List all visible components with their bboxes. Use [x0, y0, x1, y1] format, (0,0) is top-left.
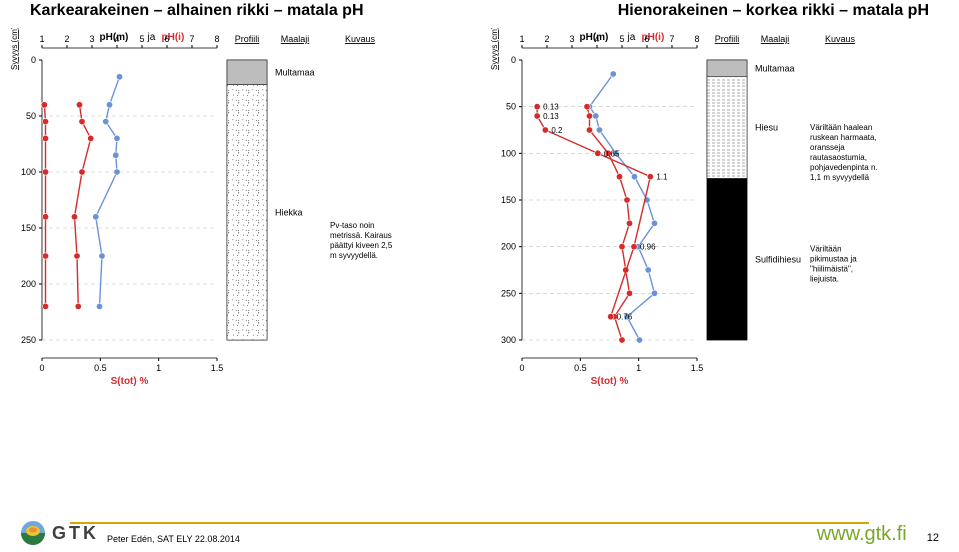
- right-chart-svg: Syvyys (cm)pH(m) ja pH(i)12345678Profiil…: [482, 28, 959, 438]
- svg-text:8: 8: [214, 34, 219, 44]
- svg-text:6: 6: [644, 34, 649, 44]
- left-chart-svg: Syvyys (cm)pH(m) ja pH(i)12345678Profiil…: [2, 28, 472, 438]
- svg-text:7: 7: [669, 34, 674, 44]
- svg-text:0.13: 0.13: [543, 103, 559, 112]
- svg-text:Syvyys (cm): Syvyys (cm): [10, 28, 19, 70]
- svg-text:8: 8: [694, 34, 699, 44]
- svg-text:metrissä. Kairaus: metrissä. Kairaus: [330, 231, 392, 240]
- svg-text:0.2: 0.2: [551, 126, 563, 135]
- gtk-label: GTK: [52, 523, 99, 544]
- svg-text:2: 2: [64, 34, 69, 44]
- svg-text:Väriltään: Väriltään: [810, 244, 842, 253]
- svg-text:50: 50: [26, 111, 36, 121]
- globe-icon: [20, 520, 46, 546]
- svg-text:1: 1: [519, 34, 524, 44]
- svg-text:5: 5: [139, 34, 144, 44]
- svg-text:Syvyys (cm): Syvyys (cm): [490, 28, 499, 70]
- svg-text:Profiili: Profiili: [715, 34, 740, 44]
- svg-text:Maalaji: Maalaji: [761, 34, 790, 44]
- svg-text:3: 3: [89, 34, 94, 44]
- svg-text:ja: ja: [627, 32, 636, 43]
- svg-text:pohjavedenpinta n.: pohjavedenpinta n.: [810, 163, 878, 172]
- svg-text:Maalaji: Maalaji: [281, 34, 310, 44]
- svg-text:Profiili: Profiili: [235, 34, 260, 44]
- svg-text:m syvyydellä.: m syvyydellä.: [330, 251, 378, 260]
- svg-text:0.65: 0.65: [604, 149, 620, 158]
- svg-text:300: 300: [501, 335, 516, 345]
- footer-author: Peter Edén, SAT ELY 22.08.2014: [107, 534, 240, 546]
- svg-text:Kuvaus: Kuvaus: [345, 34, 376, 44]
- svg-text:ja: ja: [147, 32, 156, 43]
- svg-text:Multamaa: Multamaa: [755, 63, 795, 73]
- right-chart-panel: Syvyys (cm)pH(m) ja pH(i)12345678Profiil…: [482, 28, 959, 443]
- svg-text:Hiesu: Hiesu: [755, 123, 778, 133]
- svg-text:1.5: 1.5: [691, 363, 704, 373]
- svg-text:päättyi kiveen 2,5: päättyi kiveen 2,5: [330, 241, 393, 250]
- svg-text:1.1: 1.1: [656, 173, 668, 182]
- svg-text:Hiekka: Hiekka: [275, 207, 303, 217]
- svg-text:4: 4: [594, 34, 599, 44]
- svg-text:0: 0: [31, 55, 36, 65]
- left-title: Karkearakeinen – alhainen rikki – matala…: [30, 2, 364, 20]
- svg-text:1,1 m syvyydellä: 1,1 m syvyydellä: [810, 173, 870, 182]
- svg-text:oransseja: oransseja: [810, 143, 845, 152]
- page-number: 12: [927, 532, 939, 546]
- svg-text:0: 0: [519, 363, 524, 373]
- svg-text:0: 0: [511, 55, 516, 65]
- svg-text:1.5: 1.5: [211, 363, 224, 373]
- footer-url: www.gtk.fi: [817, 523, 907, 546]
- svg-text:S(tot) %: S(tot) %: [111, 376, 149, 387]
- svg-text:0.96: 0.96: [640, 243, 656, 252]
- svg-text:0.5: 0.5: [574, 363, 587, 373]
- svg-text:200: 200: [501, 242, 516, 252]
- svg-text:liejuista.: liejuista.: [810, 274, 839, 283]
- svg-text:2: 2: [544, 34, 549, 44]
- right-title: Hienorakeinen – korkea rikki – matala pH: [618, 2, 929, 20]
- svg-text:7: 7: [189, 34, 194, 44]
- svg-text:S(tot) %: S(tot) %: [591, 376, 629, 387]
- svg-text:1: 1: [636, 363, 641, 373]
- svg-text:"hiilimäistä",: "hiilimäistä",: [810, 264, 853, 273]
- svg-text:200: 200: [21, 279, 36, 289]
- svg-text:250: 250: [501, 288, 516, 298]
- svg-text:Sulfidihiesu: Sulfidihiesu: [755, 254, 801, 264]
- svg-text:Pv-taso noin: Pv-taso noin: [330, 221, 374, 230]
- svg-text:3: 3: [569, 34, 574, 44]
- left-chart-panel: Syvyys (cm)pH(m) ja pH(i)12345678Profiil…: [2, 28, 472, 443]
- svg-text:6: 6: [164, 34, 169, 44]
- svg-text:0.76: 0.76: [617, 313, 633, 322]
- svg-text:0.5: 0.5: [94, 363, 107, 373]
- svg-text:150: 150: [21, 223, 36, 233]
- svg-text:Multamaa: Multamaa: [275, 67, 315, 77]
- svg-text:ruskean harmaata,: ruskean harmaata,: [810, 133, 877, 142]
- footer-divider: [70, 522, 869, 524]
- svg-text:100: 100: [21, 167, 36, 177]
- svg-text:0.13: 0.13: [543, 112, 559, 121]
- svg-text:pikimustaa ja: pikimustaa ja: [810, 254, 857, 263]
- svg-text:50: 50: [506, 102, 516, 112]
- svg-text:4: 4: [114, 34, 119, 44]
- svg-text:5: 5: [619, 34, 624, 44]
- svg-text:Kuvaus: Kuvaus: [825, 34, 856, 44]
- svg-text:0: 0: [39, 363, 44, 373]
- svg-text:1: 1: [156, 363, 161, 373]
- svg-text:150: 150: [501, 195, 516, 205]
- svg-text:rautasaostumia,: rautasaostumia,: [810, 153, 867, 162]
- svg-text:1: 1: [39, 34, 44, 44]
- svg-text:100: 100: [501, 148, 516, 158]
- svg-text:250: 250: [21, 335, 36, 345]
- svg-text:Väriltään haalean: Väriltään haalean: [810, 123, 872, 132]
